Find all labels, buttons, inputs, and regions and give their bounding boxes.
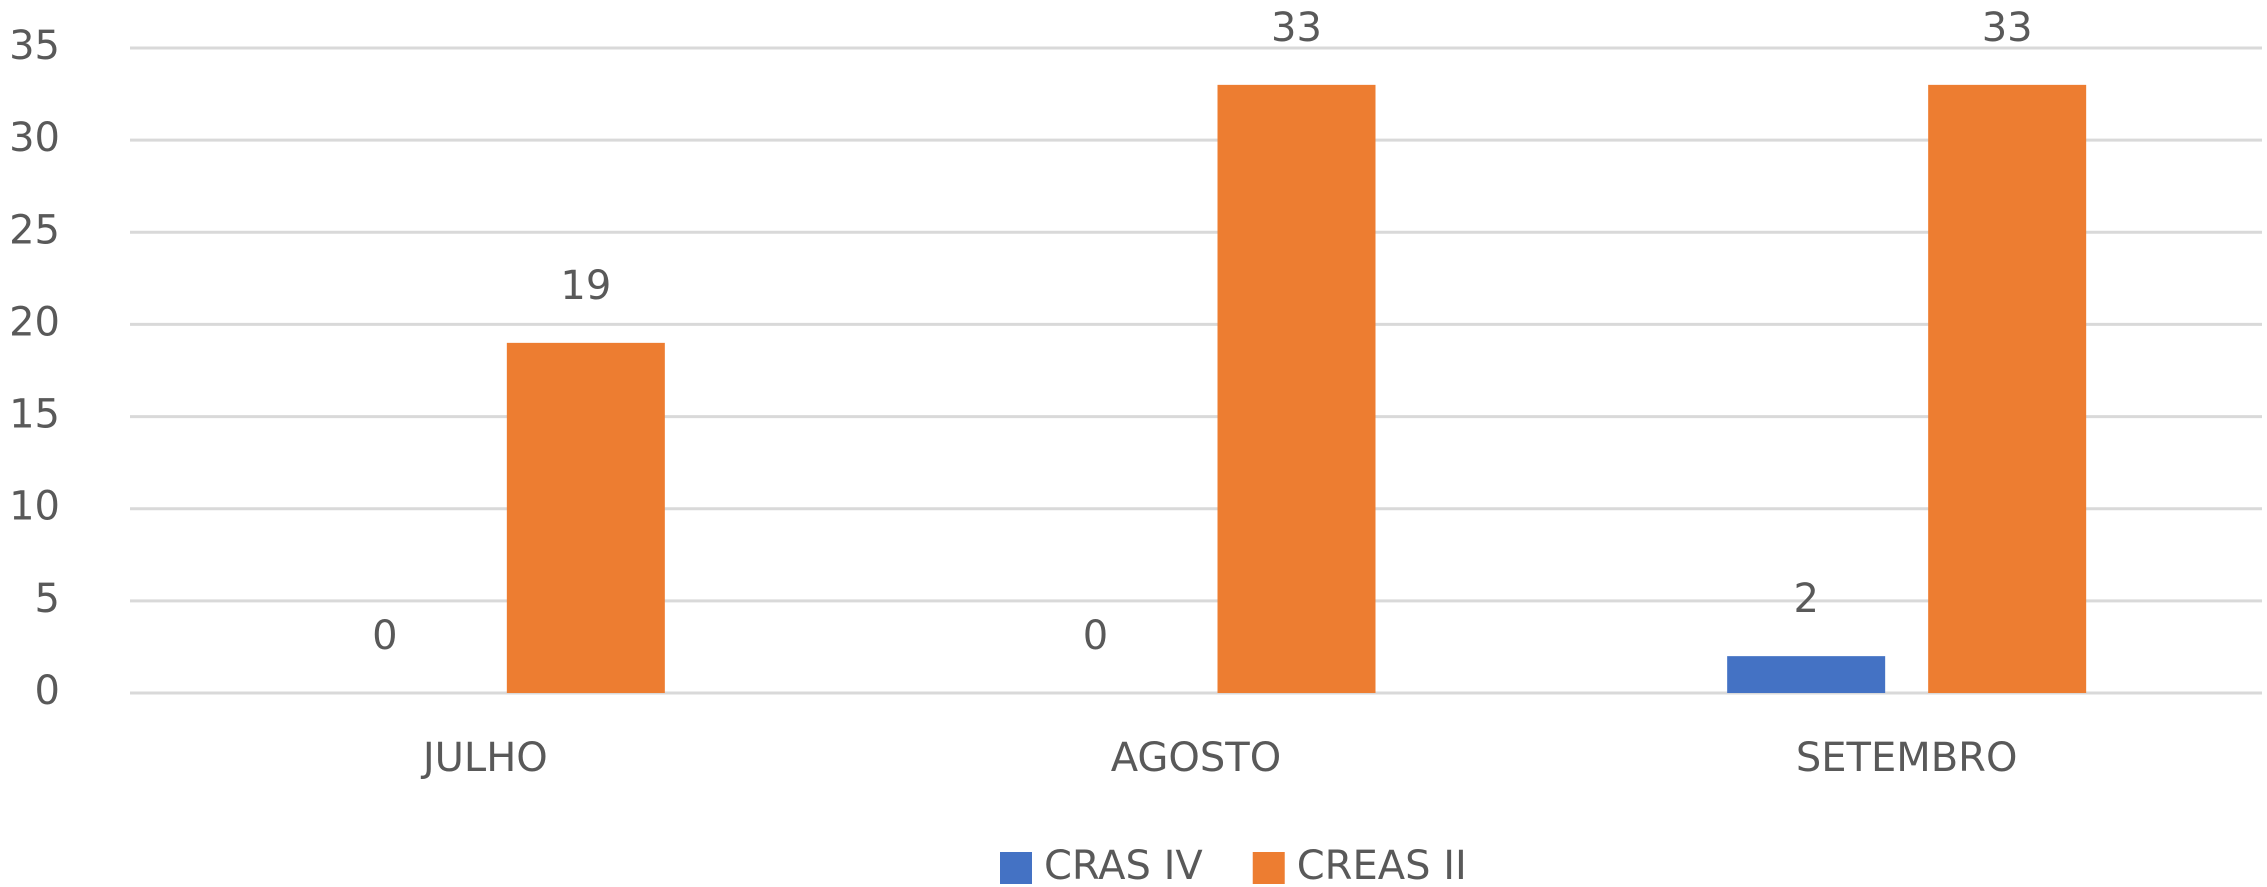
- x-tick-label: SETEMBRO: [1796, 735, 2018, 781]
- data-label: 2: [1793, 576, 1818, 622]
- legend-swatch: [1000, 852, 1032, 884]
- bar: [506, 342, 665, 693]
- legend-label: CREAS II: [1297, 843, 1467, 887]
- y-tick-label: 0: [35, 668, 60, 714]
- data-label: 19: [560, 263, 611, 309]
- legend-swatch: [1252, 852, 1285, 884]
- y-tick-label: 5: [35, 576, 60, 622]
- y-tick-label: 30: [9, 115, 60, 161]
- data-label: 33: [1982, 5, 2033, 51]
- x-tick-label: AGOSTO: [1111, 735, 1281, 781]
- y-tick-label: 25: [9, 207, 60, 253]
- data-label: 0: [1083, 613, 1108, 659]
- y-tick-label: 35: [9, 23, 60, 69]
- bar: [1727, 656, 1886, 693]
- data-label: 0: [372, 613, 397, 659]
- x-tick-label: JULHO: [420, 735, 548, 781]
- y-tick-label: 10: [9, 484, 60, 530]
- bar: [1928, 84, 2087, 694]
- y-tick-label: 20: [9, 299, 60, 345]
- y-tick-label: 15: [9, 392, 60, 438]
- data-label: 33: [1271, 5, 1322, 51]
- bar: [1217, 84, 1376, 694]
- legend-label: CRAS IV: [1044, 843, 1203, 887]
